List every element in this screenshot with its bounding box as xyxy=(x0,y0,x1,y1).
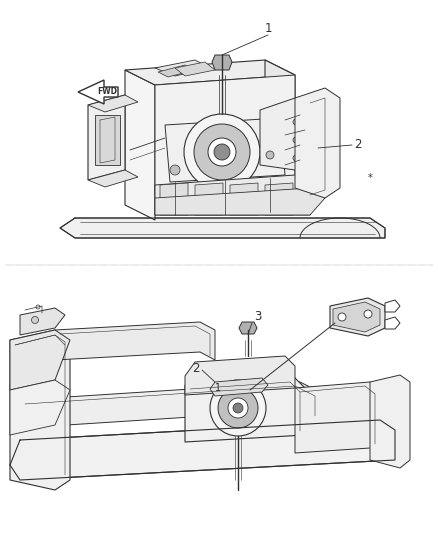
Polygon shape xyxy=(295,382,380,453)
Polygon shape xyxy=(10,380,70,435)
Circle shape xyxy=(233,403,243,413)
Polygon shape xyxy=(155,188,325,215)
Circle shape xyxy=(36,305,40,309)
Text: 1: 1 xyxy=(215,383,221,393)
Text: *: * xyxy=(367,173,372,183)
Polygon shape xyxy=(265,60,295,185)
Polygon shape xyxy=(88,95,125,180)
Circle shape xyxy=(194,124,250,180)
Polygon shape xyxy=(210,378,268,396)
Circle shape xyxy=(338,313,346,321)
Polygon shape xyxy=(155,60,210,76)
Circle shape xyxy=(184,114,260,190)
Circle shape xyxy=(293,119,299,125)
Polygon shape xyxy=(385,317,400,329)
Polygon shape xyxy=(175,62,215,76)
Polygon shape xyxy=(195,183,223,215)
Polygon shape xyxy=(88,170,138,187)
Polygon shape xyxy=(160,183,188,215)
Polygon shape xyxy=(230,183,258,215)
Polygon shape xyxy=(330,298,385,336)
Text: FWD: FWD xyxy=(97,87,117,96)
Polygon shape xyxy=(185,378,305,442)
Polygon shape xyxy=(125,70,155,220)
Polygon shape xyxy=(165,118,285,182)
Circle shape xyxy=(293,137,299,143)
Circle shape xyxy=(266,151,274,159)
Polygon shape xyxy=(212,55,232,70)
Text: 3: 3 xyxy=(254,311,261,324)
Polygon shape xyxy=(20,382,320,428)
Polygon shape xyxy=(60,218,385,238)
Polygon shape xyxy=(125,60,295,85)
Circle shape xyxy=(364,310,372,318)
Circle shape xyxy=(293,155,299,161)
Polygon shape xyxy=(260,98,310,170)
Circle shape xyxy=(208,138,236,166)
Polygon shape xyxy=(78,80,118,104)
Polygon shape xyxy=(370,375,410,468)
Text: 1: 1 xyxy=(264,21,272,35)
Polygon shape xyxy=(239,322,257,334)
Circle shape xyxy=(214,144,230,160)
Circle shape xyxy=(228,398,248,418)
Bar xyxy=(95,115,120,165)
Polygon shape xyxy=(385,300,400,312)
Polygon shape xyxy=(155,75,295,195)
Polygon shape xyxy=(155,175,310,215)
Polygon shape xyxy=(88,95,138,112)
Polygon shape xyxy=(333,302,380,332)
Circle shape xyxy=(170,165,180,175)
Text: 2: 2 xyxy=(192,361,200,375)
Polygon shape xyxy=(10,420,395,480)
Polygon shape xyxy=(55,322,215,360)
Polygon shape xyxy=(295,88,340,198)
Polygon shape xyxy=(265,183,293,215)
Polygon shape xyxy=(20,308,65,335)
Polygon shape xyxy=(158,65,195,77)
Circle shape xyxy=(32,317,39,324)
Polygon shape xyxy=(10,330,70,390)
Polygon shape xyxy=(10,330,70,490)
Text: 2: 2 xyxy=(354,139,362,151)
Circle shape xyxy=(218,388,258,428)
Polygon shape xyxy=(185,356,295,395)
Circle shape xyxy=(210,380,266,436)
